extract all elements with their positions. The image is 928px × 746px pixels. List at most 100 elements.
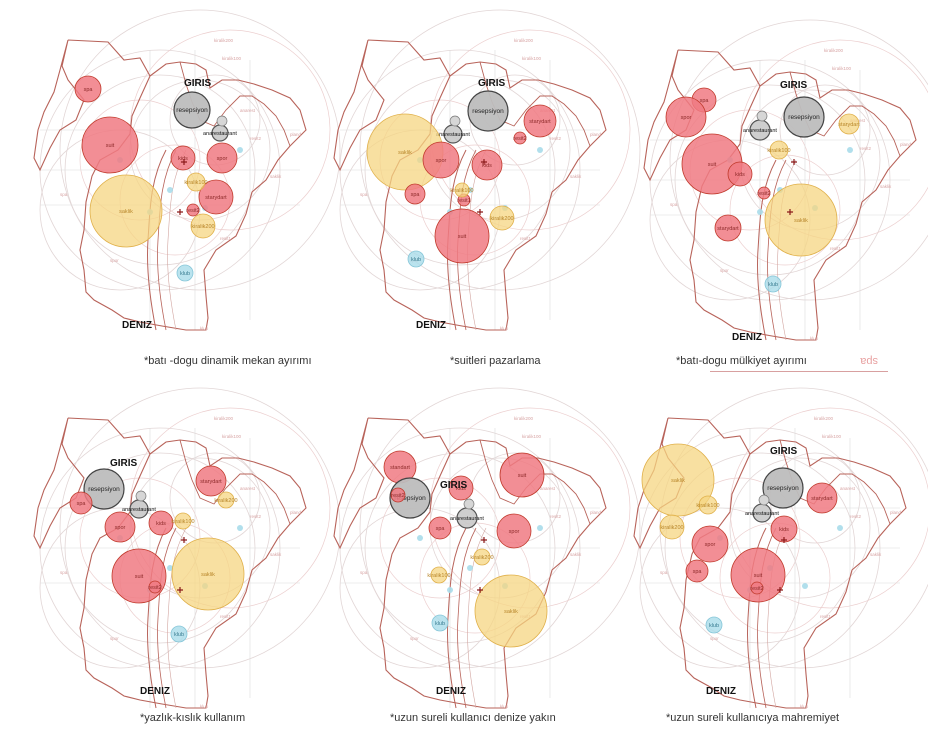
bubble-resit2: resit2 <box>390 487 406 503</box>
bubble-klub: klub <box>407 250 425 268</box>
resepsiyon-label: resepsiyon <box>788 114 820 121</box>
bubble-kids: kids <box>448 475 474 501</box>
spor-label: spor <box>705 542 716 548</box>
cross-marker <box>481 159 487 165</box>
bubble-kiralik200: kiralik200 <box>489 205 515 231</box>
spa-label: spa <box>84 87 94 93</box>
panel-caption: *uzun sureli kullanıcı denize yakın <box>390 712 556 724</box>
kids-circle <box>727 161 753 187</box>
saklik-label: saklik <box>201 572 215 578</box>
starydart-label: starydart <box>200 479 222 485</box>
spor-circle <box>691 525 729 563</box>
node-dot <box>447 587 453 593</box>
sea-label: DENIZ <box>122 320 152 331</box>
suit-label: suit <box>754 573 763 579</box>
cross-marker <box>477 587 483 593</box>
bubble-kiralik200: kiralik200 <box>190 213 216 239</box>
bubble-spa: spa <box>685 559 709 583</box>
resit2-label: resit2 <box>186 208 199 214</box>
sea-label: DENIZ <box>706 686 736 697</box>
entrance-label: GIRIS <box>184 78 212 89</box>
resit2-circle <box>390 487 406 503</box>
panel-caption: *yazlık-kıslık kullanım <box>140 712 246 724</box>
resepsiyon-label: resepsiyon <box>472 108 504 115</box>
resit2-label: resit2 <box>148 585 161 591</box>
restaurant-annex-circle <box>135 490 147 502</box>
anarestaurant-label: anarestaurant <box>122 507 156 513</box>
bubble-spor: spor <box>206 142 238 174</box>
starydart-label: starydart <box>529 119 551 125</box>
spa-circle <box>404 183 426 205</box>
resepsiyon-circle <box>83 468 125 510</box>
bubble-resepsiyon: resepsiyon <box>173 91 211 129</box>
spor-label: spor <box>436 158 447 164</box>
kiralik200-label: kiralik200 <box>214 498 237 504</box>
resit2-circle <box>513 131 527 145</box>
panel-6: saklik kiralik100 kiralik200 resepsiyon anar… <box>633 387 928 710</box>
saklik-label: saklik <box>794 218 808 224</box>
corner-spa-label: spa <box>859 355 878 367</box>
bubble-starydart: starydart <box>198 179 234 215</box>
kiralik100-label: kiralik100 <box>450 188 473 194</box>
bubble-spor: spor <box>665 96 707 138</box>
bubble-resepsiyon: resepsiyon <box>467 90 509 132</box>
klub-circle <box>705 616 723 634</box>
resepsiyon-label: resepsiyon <box>88 486 120 493</box>
kids-label: kids <box>156 521 166 527</box>
cross-marker <box>181 537 187 543</box>
bubble-spa: spa <box>69 491 93 515</box>
bubble-spor: spor <box>422 141 460 179</box>
kids-circle <box>448 475 474 501</box>
starydart-circle <box>838 113 860 135</box>
cross-marker <box>477 209 483 215</box>
suit-circle <box>499 452 545 498</box>
bubble-kiralik100: kiralik100 <box>171 512 195 530</box>
spa-circle <box>69 491 93 515</box>
kiralik100-circle <box>174 512 192 530</box>
kiralik100-label: kiralik100 <box>184 180 207 186</box>
spor-circle <box>104 511 136 543</box>
spor-label: spor <box>115 525 126 531</box>
kiralik200-circle <box>489 205 515 231</box>
cross-marker <box>177 587 183 593</box>
bubble-kiralik200: kiralik200 <box>659 514 685 540</box>
starydart-label: starydart <box>838 122 860 128</box>
bubble-kiralik100: kiralik100 <box>184 172 208 192</box>
suit-label: suit <box>458 234 467 240</box>
node-dot <box>417 535 423 541</box>
spa-label: spa <box>693 569 703 575</box>
bubble-spa: spa <box>428 516 452 540</box>
spor-circle <box>496 513 532 549</box>
starydart2-circle <box>714 214 742 242</box>
node-dot <box>237 147 243 153</box>
kids-label: kids <box>735 172 745 178</box>
kiralik200-circle <box>190 213 216 239</box>
kids-circle <box>148 510 174 536</box>
bubble-kids: kids <box>148 510 174 536</box>
spor-label: spor <box>509 529 520 535</box>
kiralik200-label: kiralik200 <box>490 216 513 222</box>
node-dot <box>757 209 763 215</box>
resepsiyon-label: resepsiyon <box>394 495 426 502</box>
kiralik100-label: kiralik100 <box>171 519 194 525</box>
kids-circle <box>170 145 196 171</box>
node-dot <box>537 525 543 531</box>
restaurant-annex-circle <box>449 115 461 127</box>
bubble-suit: suit <box>111 548 167 604</box>
entrance-label: GIRIS <box>780 80 808 91</box>
bubble-standart: standart <box>383 450 417 484</box>
saklik-label: saklik <box>398 150 412 156</box>
saklik-label: saklik <box>504 609 518 615</box>
kiralik100-circle <box>430 566 448 584</box>
restaurant-annex-circle <box>758 494 770 506</box>
klub-label: klub <box>174 632 184 638</box>
spor-label: spor <box>681 115 692 121</box>
saklik-circle <box>764 183 838 257</box>
kiralik100-circle <box>698 495 718 515</box>
bubble-spor: spor <box>496 513 532 549</box>
bubble-starydart: starydart <box>523 104 557 138</box>
panel-caption: *batı -dogu dinamik mekan ayırımı <box>144 355 312 367</box>
node-dot <box>167 565 173 571</box>
node-dot <box>237 525 243 531</box>
